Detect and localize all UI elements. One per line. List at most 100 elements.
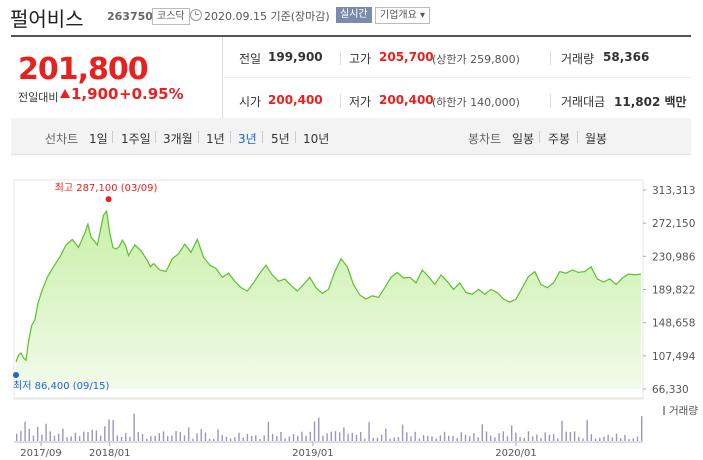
volume-bar — [414, 431, 416, 441]
stats-separator — [550, 51, 551, 65]
volume-bar — [519, 436, 521, 441]
volume-bar — [531, 436, 534, 441]
min-marker — [13, 372, 19, 378]
volume-bar — [234, 437, 236, 441]
volume-bar — [456, 437, 458, 441]
volume-bar — [590, 434, 593, 441]
x-tick-label: 2019/01 — [292, 448, 334, 459]
period-3y[interactable]: 3년 — [238, 132, 257, 146]
volume-bars — [16, 413, 643, 441]
stats-separator — [340, 94, 341, 108]
volume-bar — [250, 435, 253, 441]
candle-chart-label: 봉차트 — [468, 132, 502, 146]
period-separator — [198, 131, 199, 143]
volume-bar — [582, 438, 584, 441]
y-tick-label: 66,330 — [652, 384, 689, 396]
volume-bar — [422, 435, 425, 441]
volume-bar — [175, 431, 177, 441]
volume-bar — [469, 436, 471, 441]
volume-legend-swatch — [663, 406, 665, 415]
volume-bar — [393, 437, 395, 441]
candle-daily[interactable]: 일봉 — [512, 132, 535, 146]
volume-bar — [309, 431, 312, 441]
volume-bar — [334, 431, 337, 441]
volume-bar — [594, 438, 597, 441]
y-tick-label: 272,150 — [652, 218, 695, 230]
volume-bar — [552, 434, 555, 441]
volume-bar — [620, 438, 622, 441]
y-tick-label: 189,822 — [652, 285, 695, 297]
low-label: 저가 — [349, 95, 372, 109]
volume-bar — [221, 435, 223, 441]
open-value: 200,400 — [268, 93, 323, 107]
volume-bar — [322, 435, 324, 441]
period-1w[interactable]: 1주일 — [121, 132, 151, 146]
volume-bar — [318, 417, 320, 441]
volume-bar — [540, 438, 542, 441]
volume-legend-label: 거래량 — [669, 405, 698, 417]
volume-bar — [288, 436, 291, 441]
volume-bar — [150, 436, 152, 441]
candle-weekly[interactable]: 주봉 — [548, 132, 571, 146]
clock-icon — [190, 9, 202, 21]
change-label: 전일대비 — [18, 91, 59, 104]
period-1d[interactable]: 1일 — [89, 132, 108, 146]
volume-bar — [599, 437, 601, 441]
volume-bar — [343, 427, 345, 441]
volume-bar — [292, 434, 295, 441]
volume-bar — [66, 437, 68, 441]
volume-bar — [267, 421, 270, 441]
high-label: 고가 — [349, 52, 372, 66]
volume-bar — [448, 435, 450, 441]
volume-bar — [238, 432, 240, 441]
volume-bar — [401, 424, 404, 441]
volume-bar — [171, 435, 173, 441]
volume-bar — [41, 434, 43, 441]
stock-name: 펄어비스 — [10, 7, 84, 31]
volume-bar — [376, 437, 379, 441]
stats-separator — [340, 51, 341, 65]
volume-bar — [544, 432, 546, 441]
volume-bar — [28, 428, 30, 441]
volume-bar — [313, 421, 316, 441]
volume-bar — [129, 436, 131, 441]
volume-bar — [74, 432, 77, 441]
volume-bar — [49, 431, 51, 441]
candle-monthly[interactable]: 월봉 — [585, 132, 608, 146]
volume-bar — [78, 436, 81, 441]
volume-bar — [632, 438, 635, 441]
volume-bar — [611, 437, 614, 441]
period-10y[interactable]: 10년 — [303, 132, 330, 146]
volume-bar — [259, 438, 261, 441]
y-tick-label: 230,986 — [652, 251, 696, 263]
stats-divider — [222, 77, 691, 78]
period-separator — [230, 131, 231, 143]
volume-bar — [187, 427, 190, 441]
volume-bar — [120, 436, 123, 441]
period-3m[interactable]: 3개월 — [163, 132, 193, 146]
volume-bar — [569, 432, 572, 441]
volume-bar — [263, 435, 265, 441]
period-5y[interactable]: 5년 — [271, 132, 290, 146]
volume-bar — [112, 419, 114, 441]
volume-bar — [200, 429, 202, 441]
volume-bar — [347, 433, 349, 441]
volume-bar — [464, 434, 467, 441]
period-1y[interactable]: 1년 — [206, 132, 225, 146]
stock-code: 263750 — [107, 10, 153, 23]
y-tick-label: 107,494 — [652, 351, 696, 363]
volume-bar — [397, 437, 400, 441]
volume-bar — [297, 435, 299, 441]
line-chart-label: 선차트 — [45, 132, 79, 146]
x-tick-label: 2018/01 — [89, 448, 131, 459]
volume-bar — [494, 437, 496, 441]
upper-limit: (상한가 259,800) — [432, 53, 520, 66]
volume-bar — [196, 433, 198, 441]
volume-bar — [498, 433, 500, 441]
volume-bar — [351, 432, 353, 441]
realtime-button[interactable]: 실시간 — [336, 7, 372, 23]
volume-bar — [523, 437, 525, 441]
volume-bar — [364, 438, 366, 441]
company-overview-button[interactable]: 기업개요 ▾ — [375, 7, 430, 24]
